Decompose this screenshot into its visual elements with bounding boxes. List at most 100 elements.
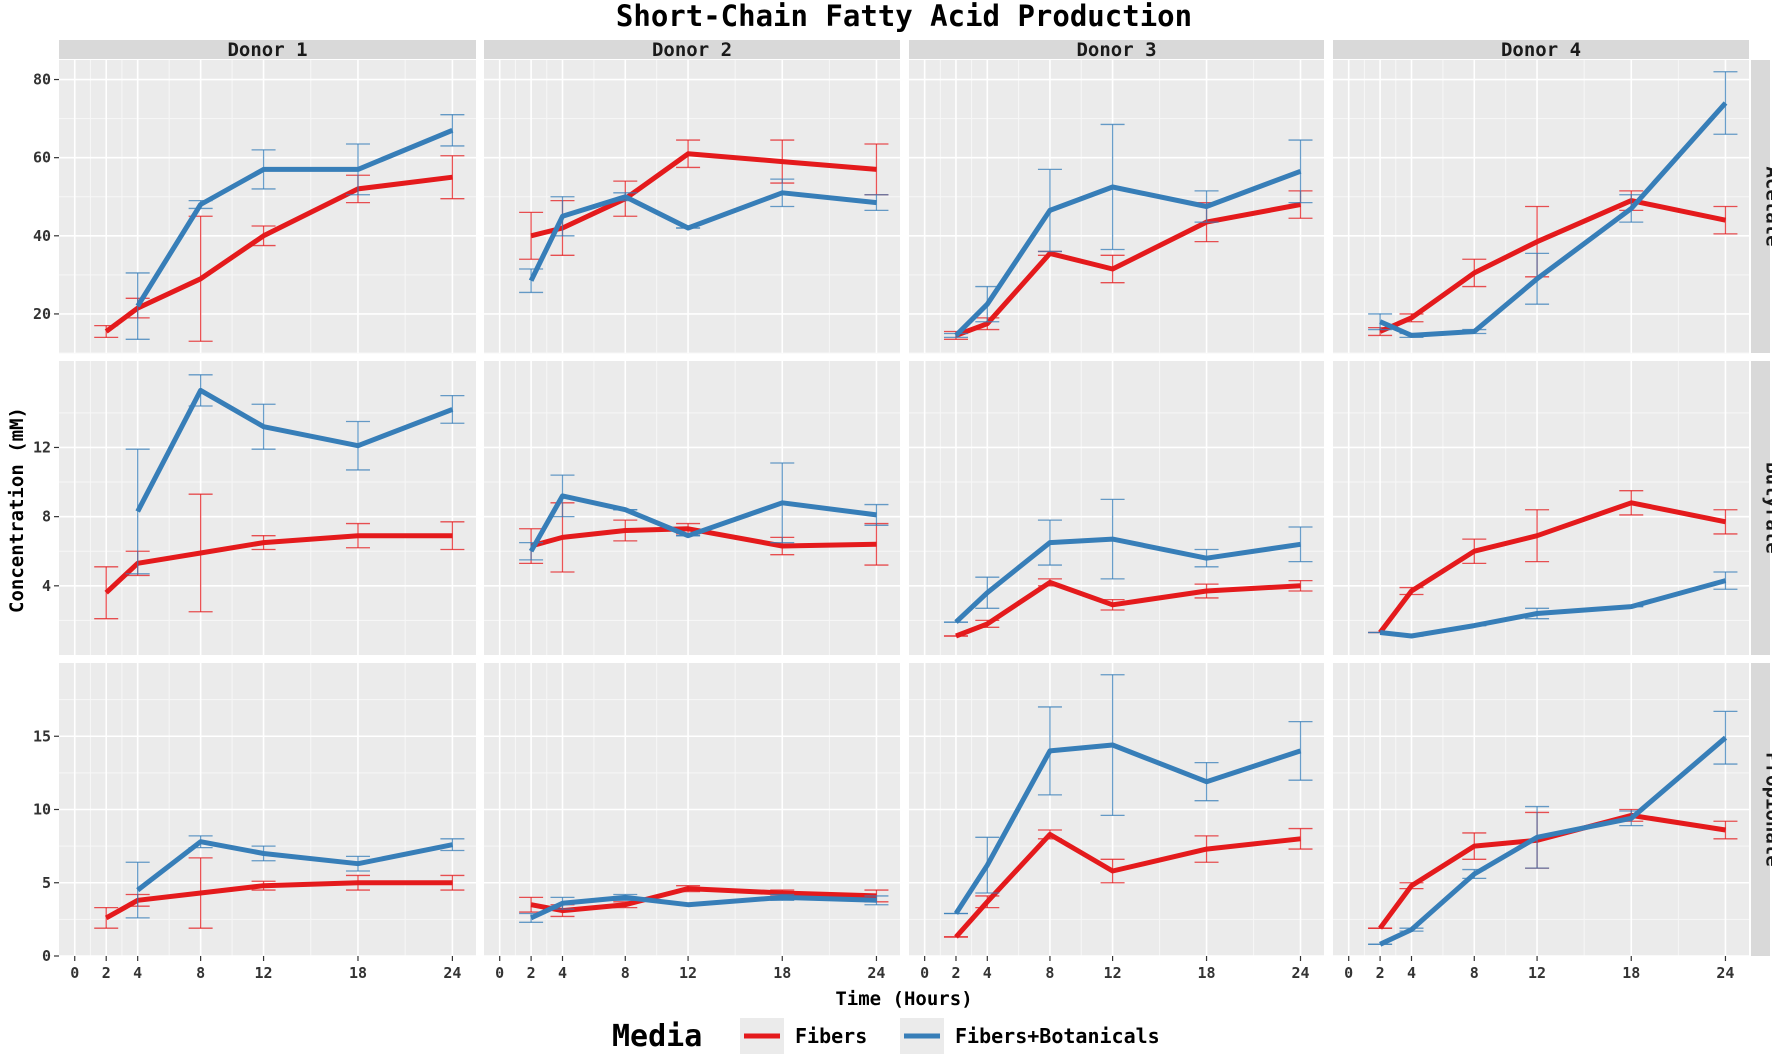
y-axis-label: Concentration (mM) [6, 407, 28, 613]
y-axes: 20 40 60 80 4 8 12 0 5 10 15 [33, 71, 59, 965]
panel-acetate-1 [59, 60, 476, 354]
error-bar-fibers-botanicals [125, 861, 150, 919]
panel-data-butyrate-3 [943, 498, 1313, 639]
series-line-fibers-botanicals [953, 742, 1302, 915]
panel-propionate-3 [909, 663, 1324, 957]
series-line-fibers [1378, 500, 1726, 635]
error-bar-fibers-botanicals [519, 541, 544, 561]
series-line-fibers [104, 174, 453, 334]
x-tick-label: 18 [1622, 964, 1640, 982]
strip-label: Donor 4 [1501, 39, 1581, 61]
error-bar-fibers [94, 566, 119, 620]
strip-label: Donor 3 [1076, 39, 1156, 61]
panel-background [59, 361, 476, 655]
strip-donor-2: Donor 2 [484, 39, 900, 61]
panel-propionate-4 [1333, 663, 1749, 957]
panel-acetate-2 [484, 60, 900, 354]
strip-background [1751, 361, 1770, 655]
chart-title: Short-Chain Fatty Acid Production [616, 0, 1192, 33]
x-tick-label: 2 [102, 964, 111, 982]
y-tick-label: 5 [42, 874, 51, 892]
strip-butyrate: Butyrate [1751, 361, 1772, 655]
x-tick-label: 0 [1344, 964, 1353, 982]
legend-item-fibers-botanicals: Fibers+Botanicals [900, 1018, 1160, 1054]
series-line-fibers [955, 202, 1301, 338]
strip-donor-3: Donor 3 [909, 39, 1324, 61]
strip-background [1751, 663, 1770, 956]
x-tick-label: 12 [1528, 964, 1546, 982]
strip-label: Butyrate [1762, 462, 1772, 554]
strip-label: Donor 2 [652, 39, 732, 61]
strip-background [1333, 40, 1749, 59]
x-tick-label: 12 [679, 964, 697, 982]
x-tick-label: 8 [1470, 964, 1479, 982]
panel-data-butyrate-2 [519, 462, 889, 573]
series-line-fibers [955, 579, 1301, 639]
strip-donor-1: Donor 1 [59, 39, 476, 61]
series-line-fibers [1379, 198, 1727, 334]
x-tick-label: 4 [558, 964, 567, 982]
series-line-fibers-botanicals [135, 387, 454, 513]
legend-item-fibers: Fibers [740, 1018, 867, 1054]
facet-strips: Donor 1 Donor 2 Donor 3 Donor 4 Acetate Butyr… [59, 39, 1772, 956]
legend-label: Fibers+Botanicals [955, 1024, 1160, 1048]
strip-background [484, 40, 900, 59]
x-tick-label: 24 [867, 964, 885, 982]
strip-label: Donor 1 [227, 39, 307, 61]
series-line-fibers-botanicals [528, 190, 877, 282]
y-tick-label: 0 [42, 947, 51, 965]
series-line-fibers [1378, 812, 1726, 930]
series-line-fibers [104, 533, 453, 595]
x-tick-label: 2 [1376, 964, 1385, 982]
y-tick-label: 4 [42, 577, 51, 595]
y-tick-label: 15 [33, 727, 51, 745]
x-tick-label: 0 [70, 964, 79, 982]
panel-data-butyrate-4 [1368, 490, 1738, 639]
series-line-fibers [530, 526, 877, 549]
panel-data-propionate-1 [94, 835, 465, 929]
panel-data-butyrate-1 [94, 374, 465, 620]
y-tick-label: 12 [33, 438, 51, 456]
x-tick-label: 2 [951, 964, 960, 982]
x-tick-label: 0 [920, 964, 929, 982]
x-axes: 0 2 4 8 12 18 24 0 2 4 8 12 18 24 0 2 4 8 12 18 24 0 2 4 8 12 18 24 [70, 956, 1734, 982]
y-tick-label: 10 [33, 801, 51, 819]
series-line-fibers-botanicals [530, 894, 877, 921]
x-tick-label: 12 [255, 964, 273, 982]
strip-acetate: Acetate [1751, 60, 1772, 353]
x-tick-label: 8 [621, 964, 630, 982]
x-tick-label: 24 [1716, 964, 1734, 982]
legend-title: Media [612, 1019, 702, 1054]
error-bar-fibers-botanicals [125, 272, 150, 340]
strip-background [1751, 60, 1770, 353]
series-line-fibers-botanicals [954, 168, 1302, 338]
x-tick-label: 8 [1045, 964, 1054, 982]
y-tick-label: 20 [33, 305, 51, 323]
error-bar-fibers [1288, 827, 1313, 850]
series-line-fibers-botanicals [1379, 578, 1727, 639]
strip-background [59, 40, 476, 59]
series-line-fibers [104, 880, 453, 921]
x-tick-label: 24 [443, 964, 461, 982]
x-tick-label: 0 [495, 964, 504, 982]
x-tick-label: 2 [527, 964, 536, 982]
strip-donor-4: Donor 4 [1333, 39, 1749, 61]
series-line-fibers [954, 831, 1301, 939]
series-line-fibers-botanicals [954, 536, 1301, 624]
x-tick-label: 12 [1104, 964, 1122, 982]
panel-acetate-3 [909, 60, 1324, 354]
series-line-fibers-botanicals [135, 127, 454, 308]
strip-background [909, 40, 1324, 59]
x-tick-label: 8 [196, 964, 205, 982]
panel-data-propionate-2 [519, 885, 889, 923]
panel-data-acetate-4 [1368, 71, 1738, 339]
panel-propionate-1 [59, 663, 476, 957]
y-tick-label: 60 [33, 149, 51, 167]
panel-data-acetate-2 [519, 139, 889, 294]
error-bar-fibers-botanicals [1288, 526, 1313, 563]
x-tick-label: 4 [133, 964, 142, 982]
series-line-fibers-botanicals [136, 839, 453, 893]
panel-butyrate-1 [59, 361, 476, 655]
x-tick-label: 18 [349, 964, 367, 982]
